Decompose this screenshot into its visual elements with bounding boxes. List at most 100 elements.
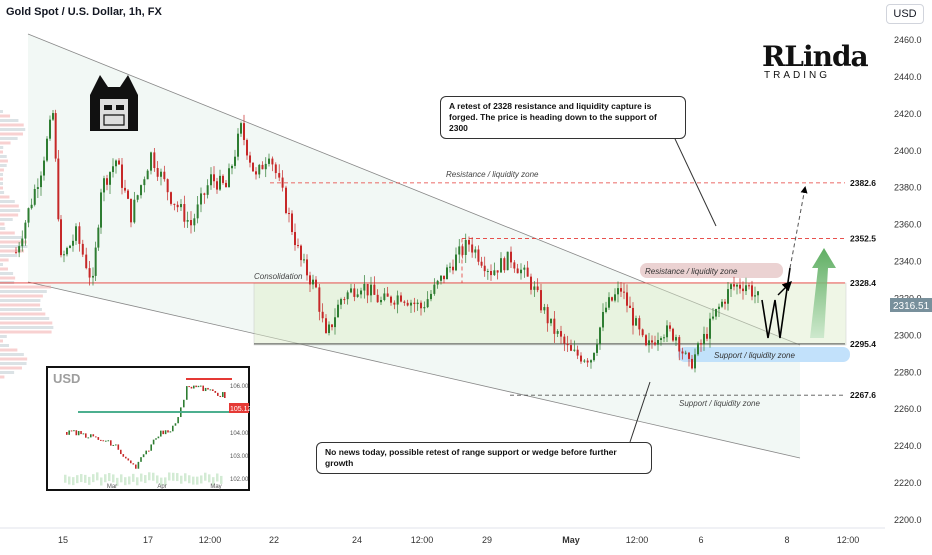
candle-body (346, 292, 349, 300)
candle-body (203, 193, 206, 195)
inset-candle (186, 386, 188, 400)
inset-candle (148, 450, 150, 452)
candle-body (635, 318, 637, 326)
volume-bar (0, 182, 3, 185)
inset-volume-bar (172, 472, 175, 481)
inset-candle (204, 387, 207, 392)
volume-bar (0, 236, 23, 239)
inset-volume-bar (80, 474, 83, 483)
candle-body (291, 213, 293, 233)
x-tick-label: 12:00 (411, 535, 434, 545)
y-tick-label: 2240.0 (894, 441, 922, 451)
y-tick-label: 2260.0 (894, 404, 922, 414)
candle-body (440, 275, 442, 281)
candle-body (602, 312, 604, 328)
inset-candle (140, 457, 142, 462)
candle-body (356, 294, 359, 297)
candle-body (715, 309, 717, 317)
candle-body (288, 213, 290, 215)
candle-body (340, 299, 342, 305)
candle-body (100, 192, 102, 228)
volume-bar (0, 168, 4, 172)
price-levels (0, 182, 845, 396)
volume-bar (0, 218, 13, 221)
x-tick-label: 29 (482, 535, 492, 545)
candle-body (553, 318, 556, 334)
inset-volume-bar (148, 472, 151, 481)
candle-body (36, 187, 39, 189)
volume-bar (0, 110, 3, 113)
y-axis[interactable]: 2200.02220.02240.02260.02280.02300.02320… (885, 0, 932, 550)
inset-candle (105, 440, 107, 442)
candle-body (360, 290, 362, 295)
volume-bar (0, 222, 5, 226)
candle-body (278, 173, 281, 178)
candle-body (210, 174, 212, 186)
candle-body (583, 360, 586, 362)
y-tick-label: 2280.0 (894, 367, 922, 377)
inset-volume-bar (144, 475, 147, 484)
candle-body (81, 243, 84, 255)
candle-body (748, 285, 750, 287)
candle-body (480, 261, 483, 266)
candle-body (60, 219, 62, 256)
candle-body (742, 288, 744, 292)
y-tick-label: 2360.0 (894, 220, 922, 230)
volume-bar (0, 321, 53, 325)
candle-body (271, 158, 274, 165)
candle-body (328, 324, 330, 334)
candle-body (140, 185, 142, 196)
brand-logo: RLinda TRADING (762, 40, 869, 84)
candle-body (623, 291, 625, 293)
inset-candle (150, 444, 152, 451)
inset-candle (85, 433, 87, 438)
candle-body (416, 302, 419, 305)
candle-body (433, 284, 436, 294)
volume-bar (0, 231, 15, 235)
inset-candle (127, 458, 130, 461)
candle-body (366, 283, 369, 296)
candle-body (27, 208, 30, 223)
inset-volume-bar (104, 474, 107, 483)
volume-bar (0, 114, 11, 118)
candle-body (88, 268, 91, 278)
inset-volume-bar (204, 472, 207, 481)
candle-body (303, 259, 305, 261)
candle-body (150, 152, 152, 171)
volume-bar (0, 299, 41, 302)
candle-body (576, 349, 579, 356)
candle-body (546, 307, 549, 324)
candle-body (446, 267, 448, 280)
candle-body (196, 204, 199, 219)
candle-body (363, 283, 366, 291)
candle-body (325, 318, 327, 334)
candle-body (496, 270, 499, 273)
candle-body (599, 327, 601, 345)
candle-body (617, 288, 619, 295)
inset-volume-bar (160, 477, 163, 486)
x-tick-label: 8 (784, 535, 789, 545)
x-tick-label: 12:00 (626, 535, 649, 545)
candle-body (343, 299, 346, 301)
resistance-zone (640, 263, 783, 278)
inset-y-tick: 104.00 (230, 431, 249, 437)
candle-body (97, 227, 100, 248)
support-zone (678, 347, 850, 362)
candle-body (436, 280, 439, 285)
volume-bar (0, 249, 25, 253)
note-bottom: No news today, possible retest of range … (316, 442, 652, 474)
candle-body (736, 284, 738, 287)
volume-bar (0, 123, 24, 127)
x-axis[interactable]: 15 17 12:00 22 24 12:00 29 May 12:00 6 8 12:00 (0, 527, 885, 545)
candle-body (121, 164, 123, 188)
volume-bar (0, 303, 41, 307)
candle-body (573, 349, 576, 351)
candle-body (300, 245, 302, 261)
currency-button[interactable]: USD (886, 4, 924, 24)
inset-candle (115, 444, 117, 446)
candle-body (193, 218, 196, 226)
candlestick-series (15, 109, 759, 373)
candle-body (510, 251, 512, 263)
